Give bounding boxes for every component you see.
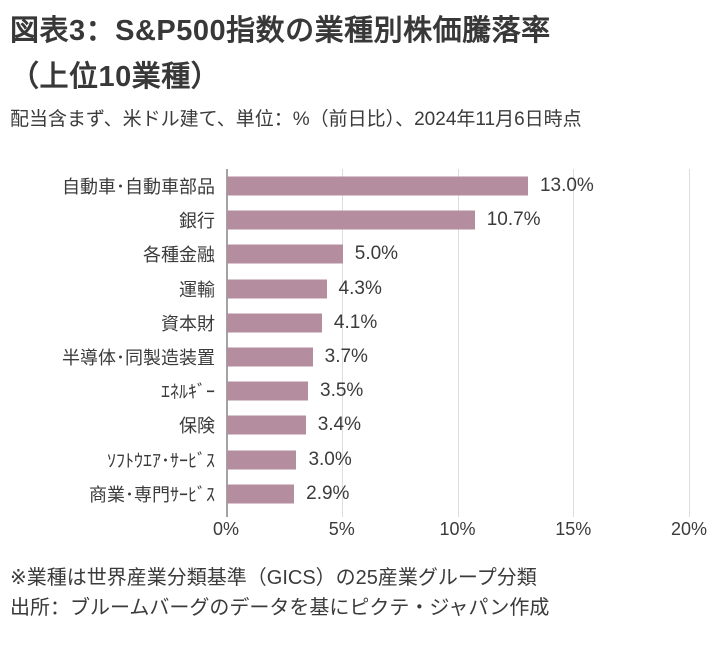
x-tick-label: 20% xyxy=(670,518,708,539)
figure-footer: ※業種は世界産業分類基準（GICS）の25産業グループ分類 出所：ブルームバーグ… xyxy=(10,563,716,623)
gridline-15pct xyxy=(573,169,575,517)
bar-track: 10.7% xyxy=(226,203,689,237)
category-label: 資本財 xyxy=(161,313,215,334)
bar-track: 4.3% xyxy=(226,272,689,306)
bar-track: 13.0% xyxy=(226,169,689,203)
bar-row: 半導体･同製造装置 3.7% xyxy=(10,340,716,374)
bar-value-label: 3.0% xyxy=(308,448,352,470)
footnote-gics: ※業種は世界産業分類基準（GICS）の25産業グループ分類 xyxy=(10,566,537,589)
bar-row: 運輸 4.3% xyxy=(10,272,716,306)
category-label: ｿﾌﾄｳｴｱ･ｻｰﾋﾞｽ xyxy=(107,450,215,471)
x-tick-label: 15% xyxy=(555,518,592,539)
bar-rows: 自動車･自動車部品 13.0% 銀行 10.7% 各種金融 5.0% 運輸 4.3% 資本財 4.… xyxy=(10,169,716,511)
bar-value-label: 10.7% xyxy=(486,209,541,231)
bar-row: 商業･専門ｻｰﾋﾞｽ 2.9% xyxy=(10,477,716,511)
bar xyxy=(227,450,297,470)
x-tick-label: 10% xyxy=(439,518,476,539)
category-label: 商業･専門ｻｰﾋﾞｽ xyxy=(89,484,215,505)
bar-row: 保険 3.4% xyxy=(10,408,716,442)
figure-page: 図表3：S&P500指数の業種別株価騰落率 （上位10業種） 配当含まず、米ドル… xyxy=(10,8,716,623)
bar-track: 3.4% xyxy=(226,408,689,442)
bar-track: 3.7% xyxy=(226,340,689,374)
gridline-10pct xyxy=(457,169,459,517)
bar-value-label: 3.5% xyxy=(320,380,364,402)
bar-row: 銀行 10.7% xyxy=(10,203,716,237)
bar-value-label: 3.7% xyxy=(324,346,368,368)
bar-row: 資本財 4.1% xyxy=(10,306,716,340)
x-tick-label: 5% xyxy=(328,518,355,539)
bar-value-label: 4.1% xyxy=(333,311,378,333)
bar-row: ｴﾈﾙｷﾞｰ 3.5% xyxy=(10,374,716,408)
bar xyxy=(227,381,309,401)
category-label: 各種金融 xyxy=(143,245,215,266)
bar xyxy=(227,210,475,230)
bar-track: 4.1% xyxy=(226,306,689,340)
x-tick-label: 0% xyxy=(212,518,240,539)
bar xyxy=(227,484,295,504)
bar xyxy=(227,415,306,435)
source-line: 出所：ブルームバーグのデータを基にピクテ・ジャパン作成 xyxy=(10,596,550,619)
category-label: 運輸 xyxy=(179,279,215,300)
category-label: 自動車･自動車部品 xyxy=(62,177,215,198)
bar xyxy=(227,313,322,333)
gridline-5pct xyxy=(341,169,343,517)
bar-value-label: 2.9% xyxy=(306,482,350,504)
category-label: 銀行 xyxy=(179,211,215,232)
bar-track: 2.9% xyxy=(226,477,689,511)
bar-value-label: 5.0% xyxy=(354,243,399,265)
plot-gridlines xyxy=(226,169,690,517)
category-label: 保険 xyxy=(179,416,215,437)
category-label: 半導体･同製造装置 xyxy=(62,348,215,369)
bar-value-label: 3.4% xyxy=(317,414,362,436)
bar-track: 5.0% xyxy=(226,237,689,271)
bar xyxy=(227,176,528,196)
bar-chart: 自動車･自動車部品 13.0% 銀行 10.7% 各種金融 5.0% 運輸 4.3% 資本財 4.… xyxy=(10,169,716,545)
bar-value-label: 13.0% xyxy=(539,175,594,197)
figure-title: 図表3：S&P500指数の業種別株価騰落率 （上位10業種） xyxy=(10,8,716,100)
x-axis: 0% 5% 10% 15% 20% xyxy=(213,511,707,545)
figure-title-line1: 図表3：S&P500指数の業種別株価騰落率 xyxy=(10,15,551,47)
category-axis-line xyxy=(226,169,228,517)
category-label: ｴﾈﾙｷﾞｰ xyxy=(161,382,215,403)
bar-row: 自動車･自動車部品 13.0% xyxy=(10,169,716,203)
bar-row: ｿﾌﾄｳｴｱ･ｻｰﾋﾞｽ 3.0% xyxy=(10,443,716,477)
figure-title-line2: （上位10業種） xyxy=(10,61,221,93)
bar-track: 3.0% xyxy=(226,443,689,477)
bar xyxy=(227,347,313,367)
bar xyxy=(227,244,343,264)
figure-subtitle: 配当含まず、米ドル建て、単位：%（前日比）、2024年11月6日時点 xyxy=(10,109,582,130)
bar-value-label: 4.3% xyxy=(338,277,382,299)
bar-row: 各種金融 5.0% xyxy=(10,237,716,271)
gridline-20pct xyxy=(689,169,690,517)
bar xyxy=(227,279,327,299)
bar-track: 3.5% xyxy=(226,374,689,408)
